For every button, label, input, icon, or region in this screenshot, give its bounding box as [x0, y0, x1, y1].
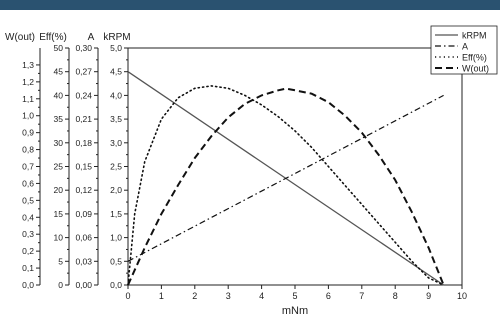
y-tick-label: 4,0 — [110, 90, 122, 100]
y-tick-label: 3,0 — [110, 138, 122, 148]
y-tick-label: 10 — [54, 233, 64, 243]
y-tick-label: 1,3 — [22, 60, 34, 70]
y-tick-label: 0,0 — [22, 280, 34, 290]
y-tick-label: 1,1 — [22, 94, 34, 104]
x-tick-label: 6 — [326, 291, 331, 301]
y-tick-label: 4,5 — [110, 67, 122, 77]
legend-label: W(out) — [462, 64, 489, 74]
legend-label: A — [462, 42, 468, 52]
y-tick-label: 5,0 — [110, 43, 122, 53]
y-tick-label: 1,5 — [110, 209, 122, 219]
y-tick-label: 0,24 — [75, 90, 92, 100]
y-axis-title: A — [88, 32, 95, 43]
y-tick-label: 1,2 — [22, 77, 34, 87]
y-tick-label: 0,18 — [75, 138, 92, 148]
y-tick-label: 0,4 — [22, 212, 34, 222]
y-tick-label: 0,5 — [110, 256, 122, 266]
y-tick-label: 0,1 — [22, 263, 34, 273]
y-tick-label: 0,6 — [22, 178, 34, 188]
y-tick-label: 0,5 — [22, 195, 34, 205]
y-tick-label: 40 — [54, 90, 64, 100]
y-tick-label: 50 — [54, 43, 64, 53]
y-tick-label: 0,21 — [75, 114, 92, 124]
x-tick-label: 5 — [292, 291, 297, 301]
y-tick-label: 0,00 — [75, 280, 92, 290]
x-tick-label: 9 — [426, 291, 431, 301]
x-tick-label: 8 — [393, 291, 398, 301]
y-tick-label: 3,5 — [110, 114, 122, 124]
y-tick-label: 0,3 — [22, 229, 34, 239]
y-tick-label: 30 — [54, 138, 64, 148]
y-tick-label: 15 — [54, 209, 64, 219]
y-tick-label: 35 — [54, 114, 64, 124]
y-tick-label: 0,2 — [22, 246, 34, 256]
y-axis-title: kRPM — [103, 32, 130, 43]
y-tick-label: 0,27 — [75, 67, 92, 77]
y-tick-label: 0,15 — [75, 162, 92, 172]
series-line-a — [127, 94, 444, 262]
plot-area — [127, 47, 463, 286]
x-tick-label: 1 — [159, 291, 164, 301]
y-tick-label: 0 — [58, 280, 63, 290]
x-axis-label: mNm — [282, 305, 308, 317]
y-tick-label: 1,0 — [22, 111, 34, 121]
y-tick-label: 0,12 — [75, 185, 92, 195]
y-tick-label: 0,0 — [110, 280, 122, 290]
y-tick-label: 25 — [54, 162, 64, 172]
series-line-eff — [127, 85, 445, 286]
legend-label: kRPM — [462, 31, 487, 41]
y-tick-label: 0,9 — [22, 128, 34, 138]
series-line-wout — [127, 87, 445, 286]
legend-box — [430, 25, 498, 75]
header-bar — [0, 0, 500, 10]
y-tick-label: 0,8 — [22, 145, 34, 155]
y-tick-label: 2,0 — [110, 185, 122, 195]
axes-layer: 0 1 2 3 4 5 6 7 8 9 10W(out)0,00,10,20,30,40,50,60… — [5, 32, 467, 301]
y-tick-label: 0,06 — [75, 233, 92, 243]
x-tick-label: 10 — [457, 291, 467, 301]
y-tick-label: 5 — [58, 256, 63, 266]
y-tick-label: 0,03 — [75, 256, 92, 266]
x-tick-label: 4 — [259, 291, 264, 301]
x-tick-label: 7 — [359, 291, 364, 301]
y-tick-label: 1,0 — [110, 233, 122, 243]
y-tick-label: 2,5 — [110, 162, 122, 172]
y-tick-label: 0,09 — [75, 209, 92, 219]
y-tick-label: 0,30 — [75, 43, 92, 53]
y-tick-label: 0,7 — [22, 162, 34, 172]
legend-label: Eff(%) — [462, 53, 487, 63]
x-tick-label: 0 — [125, 291, 130, 301]
x-tick-label: 3 — [226, 291, 231, 301]
x-tick-label: 2 — [192, 291, 197, 301]
series-layer — [127, 71, 445, 286]
y-axis-title: W(out) — [5, 32, 35, 43]
y-tick-label: 20 — [54, 185, 64, 195]
y-tick-label: 45 — [54, 67, 64, 77]
y-axis-title: Eff(%) — [39, 32, 67, 43]
